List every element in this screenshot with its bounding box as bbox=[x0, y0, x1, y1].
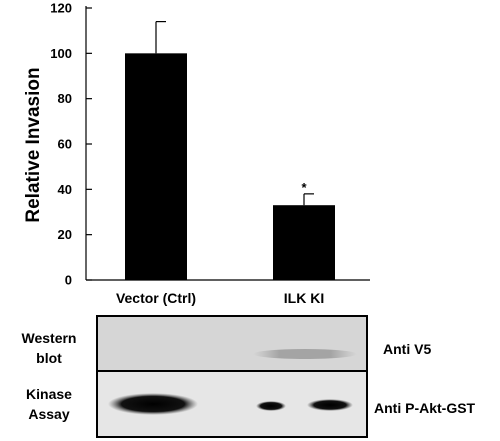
y-tick-label: 80 bbox=[58, 91, 72, 106]
x-tick-label: Vector (Ctrl) bbox=[116, 290, 196, 306]
kinase-row-label-line2: Assay bbox=[28, 406, 70, 422]
kinase-row-label: Kinase Assay bbox=[14, 384, 84, 424]
y-ticks: 0 20 40 60 80 100 120 bbox=[50, 1, 92, 288]
bar-chart: Relative Invasion 0 20 40 60 80 100 120 * Vect… bbox=[23, 1, 370, 306]
western-band-ilk-ki bbox=[253, 349, 357, 359]
y-tick-label: 40 bbox=[58, 182, 72, 197]
western-row-label: Western blot bbox=[14, 328, 84, 368]
y-tick-label: 0 bbox=[65, 273, 72, 288]
kinase-antibody-label: Anti P-Akt-GST bbox=[374, 400, 476, 416]
kinase-band-ilk-ki-right bbox=[307, 399, 353, 411]
category-labels: Vector (Ctrl) ILK KI bbox=[116, 290, 324, 306]
kinase-band-vector bbox=[108, 393, 198, 415]
kinase-assay-panel bbox=[96, 370, 368, 438]
western-row-label-line2: blot bbox=[36, 350, 62, 366]
y-tick-label: 60 bbox=[58, 137, 72, 152]
y-tick-label: 120 bbox=[50, 1, 72, 16]
bar bbox=[125, 53, 187, 281]
y-tick-label: 20 bbox=[58, 227, 72, 242]
kinase-row-label-line1: Kinase bbox=[26, 386, 72, 402]
western-blot-image bbox=[96, 315, 368, 372]
y-axis-label: Relative Invasion bbox=[23, 67, 44, 222]
bar bbox=[273, 205, 335, 280]
western-antibody-label: Anti V5 bbox=[383, 341, 432, 357]
y-tick-label: 100 bbox=[50, 46, 72, 61]
x-tick-label: ILK KI bbox=[284, 290, 324, 306]
western-row-label-line1: Western bbox=[21, 330, 77, 346]
western-blot-panel bbox=[96, 315, 368, 372]
bars: * bbox=[125, 21, 335, 281]
kinase-band-ilk-ki-left bbox=[256, 401, 286, 411]
significance-asterisk: * bbox=[301, 180, 307, 195]
